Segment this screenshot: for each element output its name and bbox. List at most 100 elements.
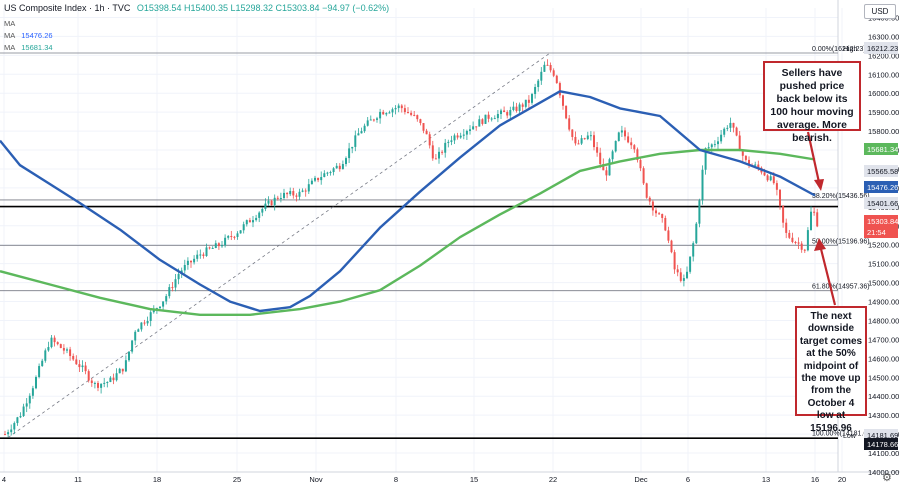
candle-body: [407, 112, 409, 114]
candle-body: [118, 368, 121, 374]
candle-body: [661, 214, 664, 218]
candle-body: [627, 136, 630, 143]
candle-body: [775, 183, 778, 190]
candle-body: [757, 164, 760, 168]
ma-row-1[interactable]: MA: [4, 19, 21, 28]
candle-body: [642, 168, 645, 184]
candle-body: [481, 119, 484, 124]
candle-body: [515, 106, 518, 111]
candle-body: [779, 189, 781, 206]
candle-body: [87, 371, 90, 381]
currency-button[interactable]: USD: [864, 4, 896, 19]
price-tag: [864, 165, 898, 177]
candle-body: [7, 432, 10, 435]
x-tick-label: 15: [470, 475, 478, 484]
price-tag-value: 15401.66: [867, 199, 898, 208]
candle-body: [493, 118, 496, 120]
candle-body: [462, 134, 465, 136]
candle-body: [298, 191, 301, 197]
y-tick-label: 14000.00: [868, 468, 899, 477]
candle-body: [239, 230, 242, 234]
candle-body: [651, 201, 654, 211]
ma-label: MA: [4, 43, 16, 52]
candle-body: [447, 141, 450, 143]
candle-body: [521, 104, 524, 107]
candle-body: [84, 365, 87, 372]
candle-body: [25, 403, 28, 407]
candle-body: [62, 347, 65, 351]
candle-body: [224, 237, 227, 246]
candle-body: [59, 344, 62, 348]
candle-body: [397, 105, 400, 109]
candle-body: [90, 380, 93, 383]
x-tick-label: 6: [686, 475, 690, 484]
candle-body: [270, 200, 273, 205]
price-tag-value: 14178.66: [867, 440, 898, 449]
candle-body: [583, 138, 586, 140]
candle-body: [366, 120, 369, 126]
y-tick-label: 14600.00: [868, 354, 899, 363]
candle-body: [301, 190, 304, 192]
candle-body: [252, 220, 254, 223]
x-tick-label: 16: [811, 475, 819, 484]
candle-body: [372, 119, 375, 121]
candle-body: [335, 165, 338, 169]
candle-body: [490, 118, 493, 120]
callout-top: Sellers have pushed price back below its…: [763, 61, 861, 144]
candle-body: [16, 417, 19, 424]
y-tick-label: 14700.00: [868, 335, 899, 344]
candle-body: [803, 249, 806, 251]
candle-body: [416, 115, 419, 120]
x-tick-label: 4: [2, 475, 6, 484]
candle-body: [394, 108, 397, 110]
candle-body: [475, 126, 478, 128]
candle-body: [441, 151, 444, 153]
y-tick-label: 16300.00: [868, 32, 899, 41]
candle-body: [53, 337, 56, 343]
candle-body: [810, 211, 812, 231]
ma200-line: [0, 148, 816, 316]
candle-body: [128, 351, 130, 361]
candle-body: [314, 177, 316, 181]
y-tick-label: 15200.00: [868, 241, 899, 250]
candle-body: [568, 118, 571, 130]
ma-label: MA: [4, 31, 16, 40]
candle-body: [112, 377, 115, 381]
candle-body: [438, 151, 440, 159]
candle-body: [165, 296, 168, 302]
candle-body: [103, 382, 106, 384]
callout-bottom: The next downside target comes at the 50…: [795, 306, 867, 434]
ma-row-2[interactable]: MA 15476.26: [4, 31, 53, 40]
y-tick-label: 14400.00: [868, 392, 899, 401]
candle-body: [379, 111, 382, 119]
candle-body: [692, 243, 695, 257]
candle-body: [549, 65, 552, 71]
candle-body: [636, 149, 639, 161]
y-tick-label: 14100.00: [868, 449, 899, 458]
candle-body: [509, 110, 512, 116]
y-tick-label: 15000.00: [868, 279, 899, 288]
candle-body: [109, 377, 112, 383]
arrow-head: [814, 238, 826, 251]
gear-icon[interactable]: ⚙: [882, 472, 892, 484]
ma-row-3[interactable]: MA 15681.34: [4, 43, 53, 52]
y-tick-label: 14500.00: [868, 373, 899, 382]
candle-body: [512, 106, 515, 111]
candle-body: [763, 172, 766, 176]
candle-body: [546, 64, 549, 66]
candle-body: [788, 232, 791, 238]
candle-body: [242, 224, 245, 231]
candle-body: [323, 173, 326, 178]
candle-body: [682, 278, 685, 281]
price-tag-value: 15303.84: [867, 217, 898, 226]
symbol-title[interactable]: US Composite Index · 1h · TVC: [4, 3, 131, 13]
candle-body: [782, 205, 785, 223]
candle-body: [317, 177, 320, 181]
price-tag-value: 14181.69: [867, 431, 898, 440]
price-tag: [864, 215, 898, 227]
candle-body: [748, 159, 750, 166]
fib-label: 50.00%(15196.96): [812, 238, 870, 245]
candle-body: [816, 212, 819, 227]
candle-body: [338, 165, 341, 170]
trend-line: [7, 52, 551, 438]
